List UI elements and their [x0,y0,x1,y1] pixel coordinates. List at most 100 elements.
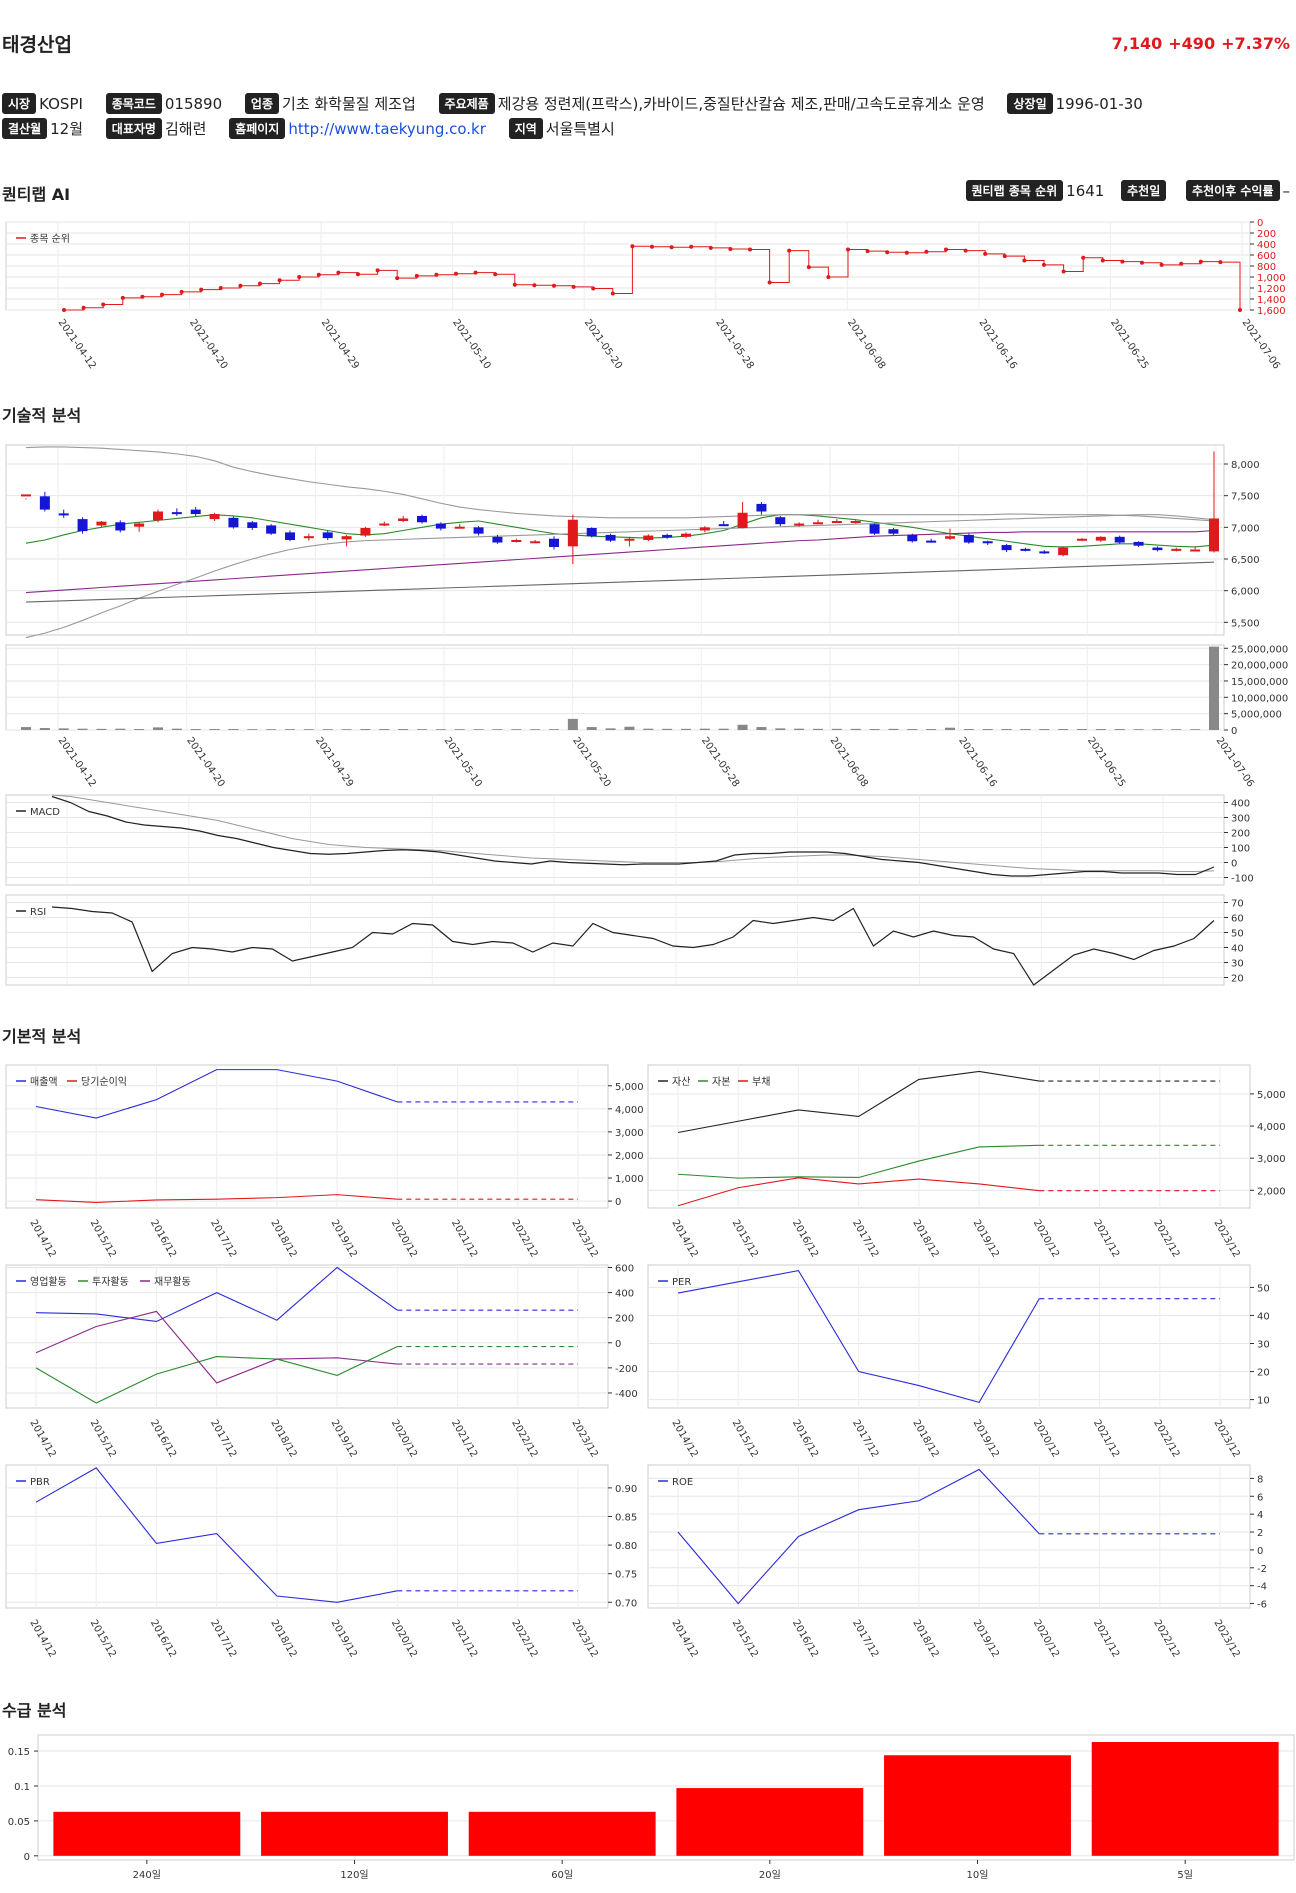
legend: PBR [16,1477,50,1488]
candle-body [1171,548,1182,551]
y-tick-label: 5,000 [615,1082,644,1093]
rank-point [826,275,831,279]
x-tick-label: 2015/12 [88,1418,118,1459]
x-tick-label: 10일 [967,1869,989,1881]
volume-bar [96,728,107,730]
y-tick-label: 10,000,000 [1231,693,1288,704]
rank-point [924,249,929,254]
legend-label: MACD [30,807,60,818]
homepage-link[interactable]: http://www.taekyung.co.kr [288,120,486,138]
x-tick-label: 2018/12 [910,1618,940,1659]
candle-body [963,534,974,543]
y-tick-label: -400 [615,1389,638,1400]
y-tick-label: 30 [1257,1340,1270,1351]
x-tick-label: 120일 [340,1869,368,1881]
volume-bar [1058,729,1069,730]
x-tick-label: 2017/12 [850,1618,880,1659]
volume-bar [228,729,239,730]
x-tick-label: 2022/12 [1151,1618,1181,1659]
volume-bar [963,729,974,730]
x-tick-label: 2016/12 [148,1618,178,1659]
rank-point [434,272,439,277]
volume-bar [190,729,201,730]
rec-return-label: 추천이후 수익률 [1186,180,1280,201]
volume-bar [945,727,955,730]
x-tick-label: 2021-05-20 [582,317,624,371]
volume-bar [699,728,710,730]
rank-point [473,270,478,275]
x-tick-label: 2014/12 [669,1218,699,1259]
y-tick-label: 40 [1257,1311,1270,1322]
y-tick-label: -200 [615,1364,638,1375]
section-title-technical: 기술적 분석 [2,406,82,425]
x-tick-label: 2022/12 [1151,1418,1181,1459]
volume-bar [567,718,578,730]
x-tick-label: 2021-05-10 [442,735,484,789]
plot-frame [37,1734,1295,1861]
volume-bar [624,726,635,730]
section-title-quantilab: 퀀티랩 AI [2,185,71,204]
industry-label: 업종 [244,93,280,114]
candle-body [266,525,277,534]
current-price: 7,140 [1111,34,1163,53]
volume-bar [831,728,842,730]
volume-bar [492,729,503,730]
volume-bar [21,727,31,730]
volume-bar [605,728,616,730]
series-line [677,1144,1040,1179]
candle-body [718,524,729,527]
x-tick-label: 2021-04-29 [313,735,355,789]
x-tick-label: 2017/12 [208,1618,238,1659]
rank-point [532,283,537,288]
legend-label: 부채 [752,1076,770,1088]
series-line [35,1194,398,1204]
y-tick-label: 50 [1257,1283,1270,1294]
volume-bar [473,729,484,730]
series-line [35,1310,398,1384]
rank-point [963,248,968,253]
x-tick-label: 5일 [1177,1869,1193,1881]
legend-label: 당기순이익 [81,1076,127,1088]
candle-body [624,538,635,541]
y-tick-label: 0 [1257,1546,1263,1557]
volume-bar [530,729,541,730]
candle-body [888,529,899,534]
x-tick-label: 2018/12 [268,1418,298,1459]
y-tick-label: 5,000 [1257,1090,1286,1101]
x-tick-label: 2017/12 [208,1218,238,1259]
price-change: +490 [1168,34,1216,53]
volume-bar [303,729,314,730]
x-tick-label: 2021-04-12 [56,317,98,371]
supply-bar [468,1811,656,1856]
volume-bar [454,729,465,730]
market-label: 시장 [2,93,37,114]
rank-point [806,265,811,270]
y-tick-label: 60 [1231,914,1244,925]
x-tick-label: 2021-04-20 [184,735,226,789]
y-tick-label: 400 [1231,799,1250,810]
x-tick-label: 2021-07-06 [1240,317,1282,371]
x-tick-label: 2016/12 [790,1218,820,1259]
rank-point [904,250,909,255]
volume-bar [360,729,371,730]
candle-body [907,534,918,542]
candle-body [77,519,88,532]
moving-average-line [25,514,1215,639]
rank-point [630,244,635,249]
volume-bar [869,729,880,730]
volume-bar [850,728,861,730]
plot-frame [5,894,1225,986]
candle-body [454,526,465,529]
volume-bar [662,728,673,730]
y-tick-label: 30 [1231,959,1244,970]
x-tick-label: 2019/12 [971,1618,1001,1659]
x-tick-label: 2021/12 [449,1418,479,1459]
y-tick-label: -2 [1257,1564,1267,1575]
candle-body [699,527,710,531]
legend-label: ROE [672,1477,693,1488]
rank-point [395,276,400,281]
ceo-value: 김해련 [164,120,207,138]
x-tick-label: 2020/12 [389,1418,419,1459]
x-tick-label: 2022/12 [1151,1218,1181,1259]
candle-body [982,541,993,544]
